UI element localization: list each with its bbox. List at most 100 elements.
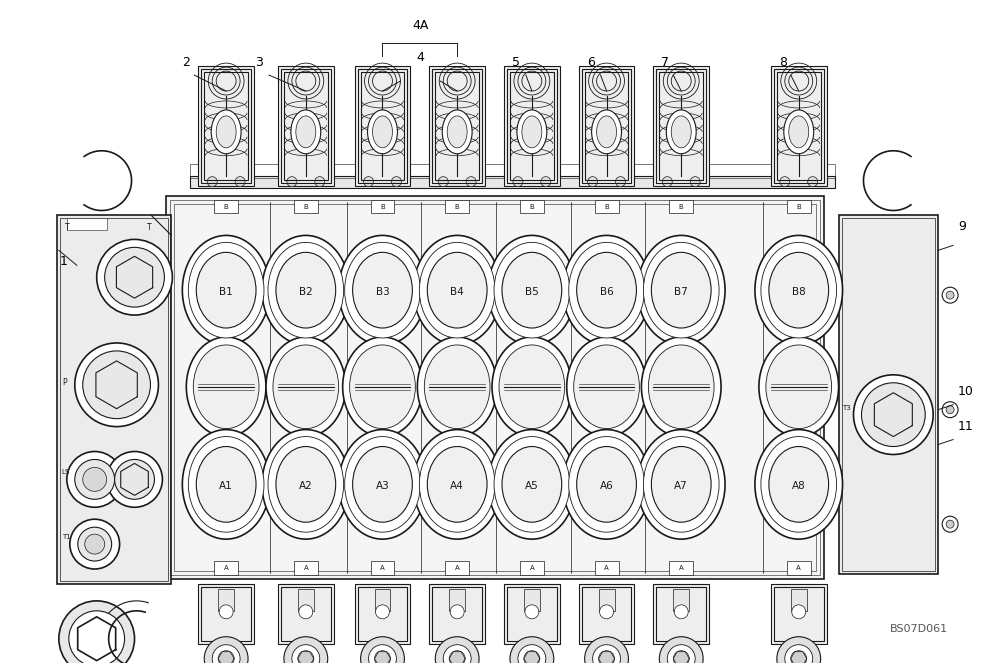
Ellipse shape bbox=[651, 446, 711, 522]
Bar bbox=[190, 176, 835, 188]
Text: T1: T1 bbox=[62, 534, 71, 540]
Text: T: T bbox=[65, 223, 69, 232]
Text: A: A bbox=[455, 565, 460, 571]
Text: A2: A2 bbox=[299, 481, 313, 491]
Circle shape bbox=[97, 240, 172, 315]
Text: 4A: 4A bbox=[412, 19, 429, 33]
Bar bbox=[507, 587, 557, 641]
Text: T: T bbox=[146, 223, 151, 232]
Circle shape bbox=[443, 645, 471, 664]
Circle shape bbox=[83, 467, 107, 491]
Ellipse shape bbox=[784, 110, 814, 154]
Ellipse shape bbox=[353, 446, 412, 522]
Circle shape bbox=[292, 645, 320, 664]
Circle shape bbox=[585, 637, 628, 664]
Ellipse shape bbox=[442, 110, 472, 154]
Text: A: A bbox=[224, 565, 229, 571]
Text: 5: 5 bbox=[512, 56, 520, 69]
Bar bbox=[298, 589, 314, 611]
Bar bbox=[839, 216, 938, 574]
Ellipse shape bbox=[182, 430, 270, 539]
Circle shape bbox=[510, 637, 554, 664]
Ellipse shape bbox=[522, 116, 542, 148]
Ellipse shape bbox=[569, 436, 644, 532]
Circle shape bbox=[593, 645, 620, 664]
Bar bbox=[355, 66, 410, 186]
Ellipse shape bbox=[262, 430, 350, 539]
Ellipse shape bbox=[499, 345, 565, 428]
Circle shape bbox=[861, 382, 925, 446]
Bar bbox=[656, 587, 706, 641]
Circle shape bbox=[75, 459, 115, 499]
Ellipse shape bbox=[268, 242, 344, 338]
Ellipse shape bbox=[419, 242, 495, 338]
Bar bbox=[582, 587, 631, 641]
Bar bbox=[507, 69, 557, 183]
Bar bbox=[67, 218, 107, 230]
Circle shape bbox=[525, 605, 539, 619]
Bar bbox=[358, 69, 407, 183]
Ellipse shape bbox=[761, 436, 837, 532]
Circle shape bbox=[946, 406, 954, 414]
Text: A: A bbox=[679, 565, 684, 571]
Circle shape bbox=[107, 452, 162, 507]
Ellipse shape bbox=[494, 436, 570, 532]
Circle shape bbox=[942, 516, 958, 532]
Circle shape bbox=[466, 177, 476, 187]
Ellipse shape bbox=[339, 430, 426, 539]
Circle shape bbox=[59, 601, 135, 664]
Ellipse shape bbox=[637, 236, 725, 345]
Circle shape bbox=[524, 651, 540, 664]
Circle shape bbox=[212, 645, 240, 664]
Text: 6: 6 bbox=[587, 56, 595, 69]
Text: A6: A6 bbox=[600, 481, 613, 491]
Text: 3: 3 bbox=[255, 56, 263, 69]
Bar bbox=[174, 204, 816, 571]
Circle shape bbox=[946, 520, 954, 528]
Ellipse shape bbox=[769, 252, 829, 328]
Bar bbox=[653, 584, 709, 643]
Bar bbox=[595, 200, 619, 214]
Bar bbox=[278, 66, 334, 186]
Text: LS: LS bbox=[62, 469, 70, 475]
Text: B: B bbox=[604, 204, 609, 210]
Circle shape bbox=[204, 637, 248, 664]
Circle shape bbox=[67, 452, 123, 507]
Bar bbox=[791, 589, 807, 611]
Ellipse shape bbox=[417, 337, 497, 436]
Bar bbox=[524, 589, 540, 611]
Ellipse shape bbox=[789, 116, 809, 148]
Ellipse shape bbox=[373, 116, 392, 148]
Ellipse shape bbox=[488, 430, 576, 539]
Bar bbox=[595, 561, 619, 575]
Circle shape bbox=[808, 177, 818, 187]
Circle shape bbox=[315, 177, 325, 187]
Circle shape bbox=[438, 177, 448, 187]
Ellipse shape bbox=[413, 430, 501, 539]
Bar bbox=[166, 196, 824, 579]
Bar bbox=[57, 216, 171, 584]
Circle shape bbox=[369, 645, 396, 664]
Ellipse shape bbox=[339, 236, 426, 345]
Ellipse shape bbox=[643, 242, 719, 338]
Bar bbox=[278, 584, 334, 643]
Bar bbox=[361, 72, 404, 180]
Ellipse shape bbox=[268, 436, 344, 532]
Circle shape bbox=[518, 645, 546, 664]
Ellipse shape bbox=[592, 110, 621, 154]
Circle shape bbox=[450, 605, 464, 619]
Ellipse shape bbox=[291, 110, 321, 154]
Ellipse shape bbox=[188, 242, 264, 338]
Ellipse shape bbox=[276, 446, 336, 522]
Circle shape bbox=[616, 177, 625, 187]
Bar bbox=[777, 72, 821, 180]
Ellipse shape bbox=[492, 337, 572, 436]
Circle shape bbox=[435, 637, 479, 664]
Ellipse shape bbox=[193, 345, 259, 428]
Circle shape bbox=[667, 645, 695, 664]
Bar bbox=[510, 72, 554, 180]
Bar bbox=[774, 69, 824, 183]
Ellipse shape bbox=[182, 236, 270, 345]
Text: B7: B7 bbox=[674, 287, 688, 297]
Text: B: B bbox=[679, 204, 684, 210]
